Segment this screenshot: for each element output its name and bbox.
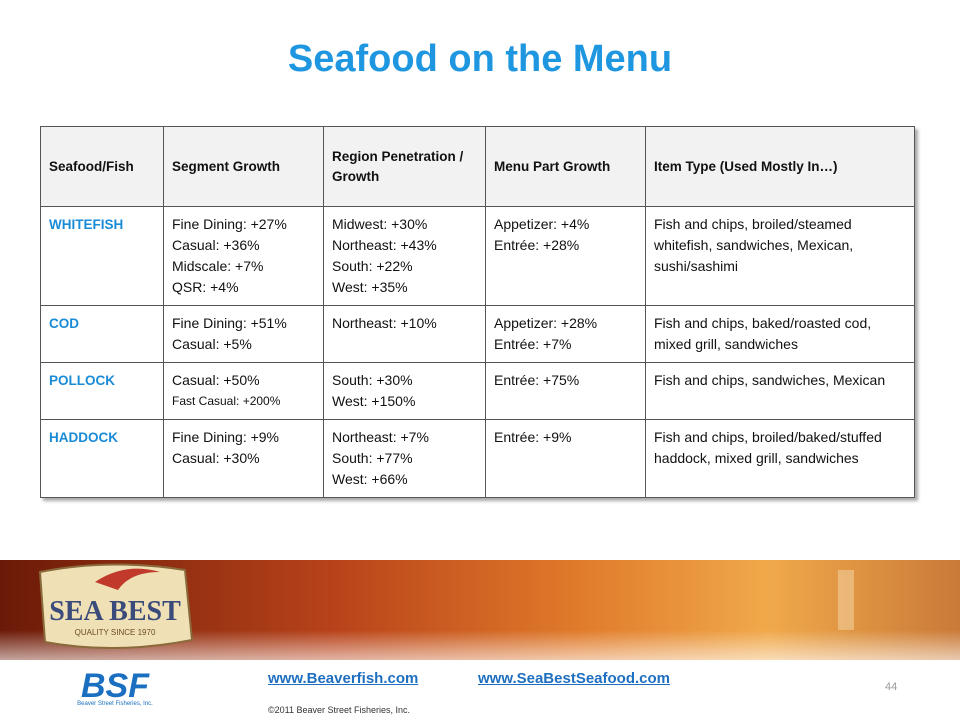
header-cell: Seafood/Fish — [40, 126, 164, 207]
region-line: South: +22% — [332, 258, 413, 274]
bsf-logo: BSF — [81, 667, 150, 705]
item-type: Fish and chips, baked/roasted cod, mixed… — [645, 305, 915, 363]
segment-line: Casual: +36% — [172, 237, 260, 253]
region-line: West: +35% — [332, 279, 408, 295]
header-cell: Segment Growth — [163, 126, 324, 207]
fish-name: WHITEFISH — [40, 206, 164, 306]
header-cell: Region Penetration / Growth — [323, 126, 486, 207]
menu-cell: Entrée: +75% — [485, 362, 646, 420]
segment-cell: Fine Dining: +51% Casual: +5% — [163, 305, 324, 363]
region-line: South: +30% — [332, 372, 413, 388]
seafood-table: Seafood/Fish Segment Growth Region Penet… — [40, 126, 915, 498]
segment-line: Midscale: +7% — [172, 258, 264, 274]
region-cell: South: +30% West: +150% — [323, 362, 486, 420]
item-type: Fish and chips, broiled/baked/stuffed ha… — [645, 419, 915, 498]
lighthouse — [838, 570, 854, 630]
header-row: Seafood/Fish Segment Growth Region Penet… — [40, 126, 915, 207]
header-cell: Menu Part Growth — [485, 126, 646, 207]
menu-cell: Appetizer: +4% Entrée: +28% — [485, 206, 646, 306]
segment-line: Fine Dining: +9% — [172, 429, 280, 445]
copyright: ©2011 Beaver Street Fisheries, Inc. — [268, 705, 410, 715]
bsf-name: Beaver Street Fisheries, Inc. — [77, 701, 153, 707]
table-row: WHITEFISH Fine Dining: +27% Casual: +36% Mi… — [40, 206, 915, 306]
table-row: HADDOCK Fine Dining: +9% Casual: +30% North… — [40, 419, 915, 498]
table-row: POLLOCK Casual: +50% Fast Casual: +200% Sou… — [40, 362, 915, 420]
fish-name: COD — [40, 305, 164, 363]
region-line: Midwest: +30% — [332, 216, 428, 232]
menu-line: Entrée: +28% — [494, 237, 580, 253]
menu-line: Appetizer: +28% — [494, 315, 598, 331]
segment-line: Casual: +5% — [172, 336, 252, 352]
region-line: West: +150% — [332, 393, 416, 409]
segment-line: Fast Casual: +200% — [172, 394, 281, 408]
table-row: COD Fine Dining: +51% Casual: +5% Northeast… — [40, 305, 915, 363]
region-line: Northeast: +10% — [332, 315, 437, 331]
logo-text: SEA BEST — [49, 596, 181, 627]
footer-graphic: SEA BEST QUALITY SINCE 1970 BSF Beaver S… — [0, 560, 960, 715]
segment-line: QSR: +4% — [172, 279, 239, 295]
link[interactable]: www.SeaBestSeafood.com — [478, 670, 670, 687]
item-type: Fish and chips, sandwiches, Mexican — [645, 362, 915, 420]
slide-title: Seafood on the Menu — [287, 38, 673, 80]
menu-cell: Entrée: +9% — [485, 419, 646, 498]
region-cell: Northeast: +7% South: +77% West: +66% — [323, 419, 486, 498]
fish-name: POLLOCK — [40, 362, 164, 420]
page-number: 44 — [885, 681, 897, 693]
segment-cell: Casual: +50% Fast Casual: +200% — [163, 362, 324, 420]
table-body: WHITEFISH Fine Dining: +27% Casual: +36% Mi… — [40, 206, 915, 498]
menu-line: Appetizer: +4% — [494, 216, 590, 232]
logo-badge — [38, 563, 194, 650]
region-line: South: +77% — [332, 450, 413, 466]
region-cell: Northeast: +10% — [323, 305, 486, 363]
item-type: Fish and chips, broiled/steamed whitefis… — [645, 206, 915, 306]
header-cell: Item Type (Used Mostly In…) — [645, 126, 915, 207]
menu-line: Entrée: +7% — [494, 336, 572, 352]
link[interactable]: www.Beaverfish.com — [268, 670, 419, 687]
region-line: Northeast: +43% — [332, 237, 437, 253]
menu-line: Entrée: +9% — [494, 429, 572, 445]
segment-line: Fine Dining: +27% — [172, 216, 287, 232]
region-line: West: +66% — [332, 471, 408, 487]
menu-cell: Appetizer: +28% Entrée: +7% — [485, 305, 646, 363]
region-cell: Midwest: +30% Northeast: +43% South: +22% W… — [323, 206, 486, 306]
segment-line: Fine Dining: +51% — [172, 315, 287, 331]
segment-cell: Fine Dining: +9% Casual: +30% — [163, 419, 324, 498]
logo-gull — [95, 568, 160, 590]
region-line: Northeast: +7% — [332, 429, 429, 445]
segment-line: Casual: +30% — [172, 450, 260, 466]
segment-line: Casual: +50% — [172, 372, 260, 388]
segment-cell: Fine Dining: +27% Casual: +36% Midscale: +… — [163, 206, 324, 306]
menu-line: Entrée: +75% — [494, 372, 580, 388]
fish-name: HADDOCK — [40, 419, 164, 498]
logo-tagline: QUALITY SINCE 1970 — [75, 628, 156, 637]
